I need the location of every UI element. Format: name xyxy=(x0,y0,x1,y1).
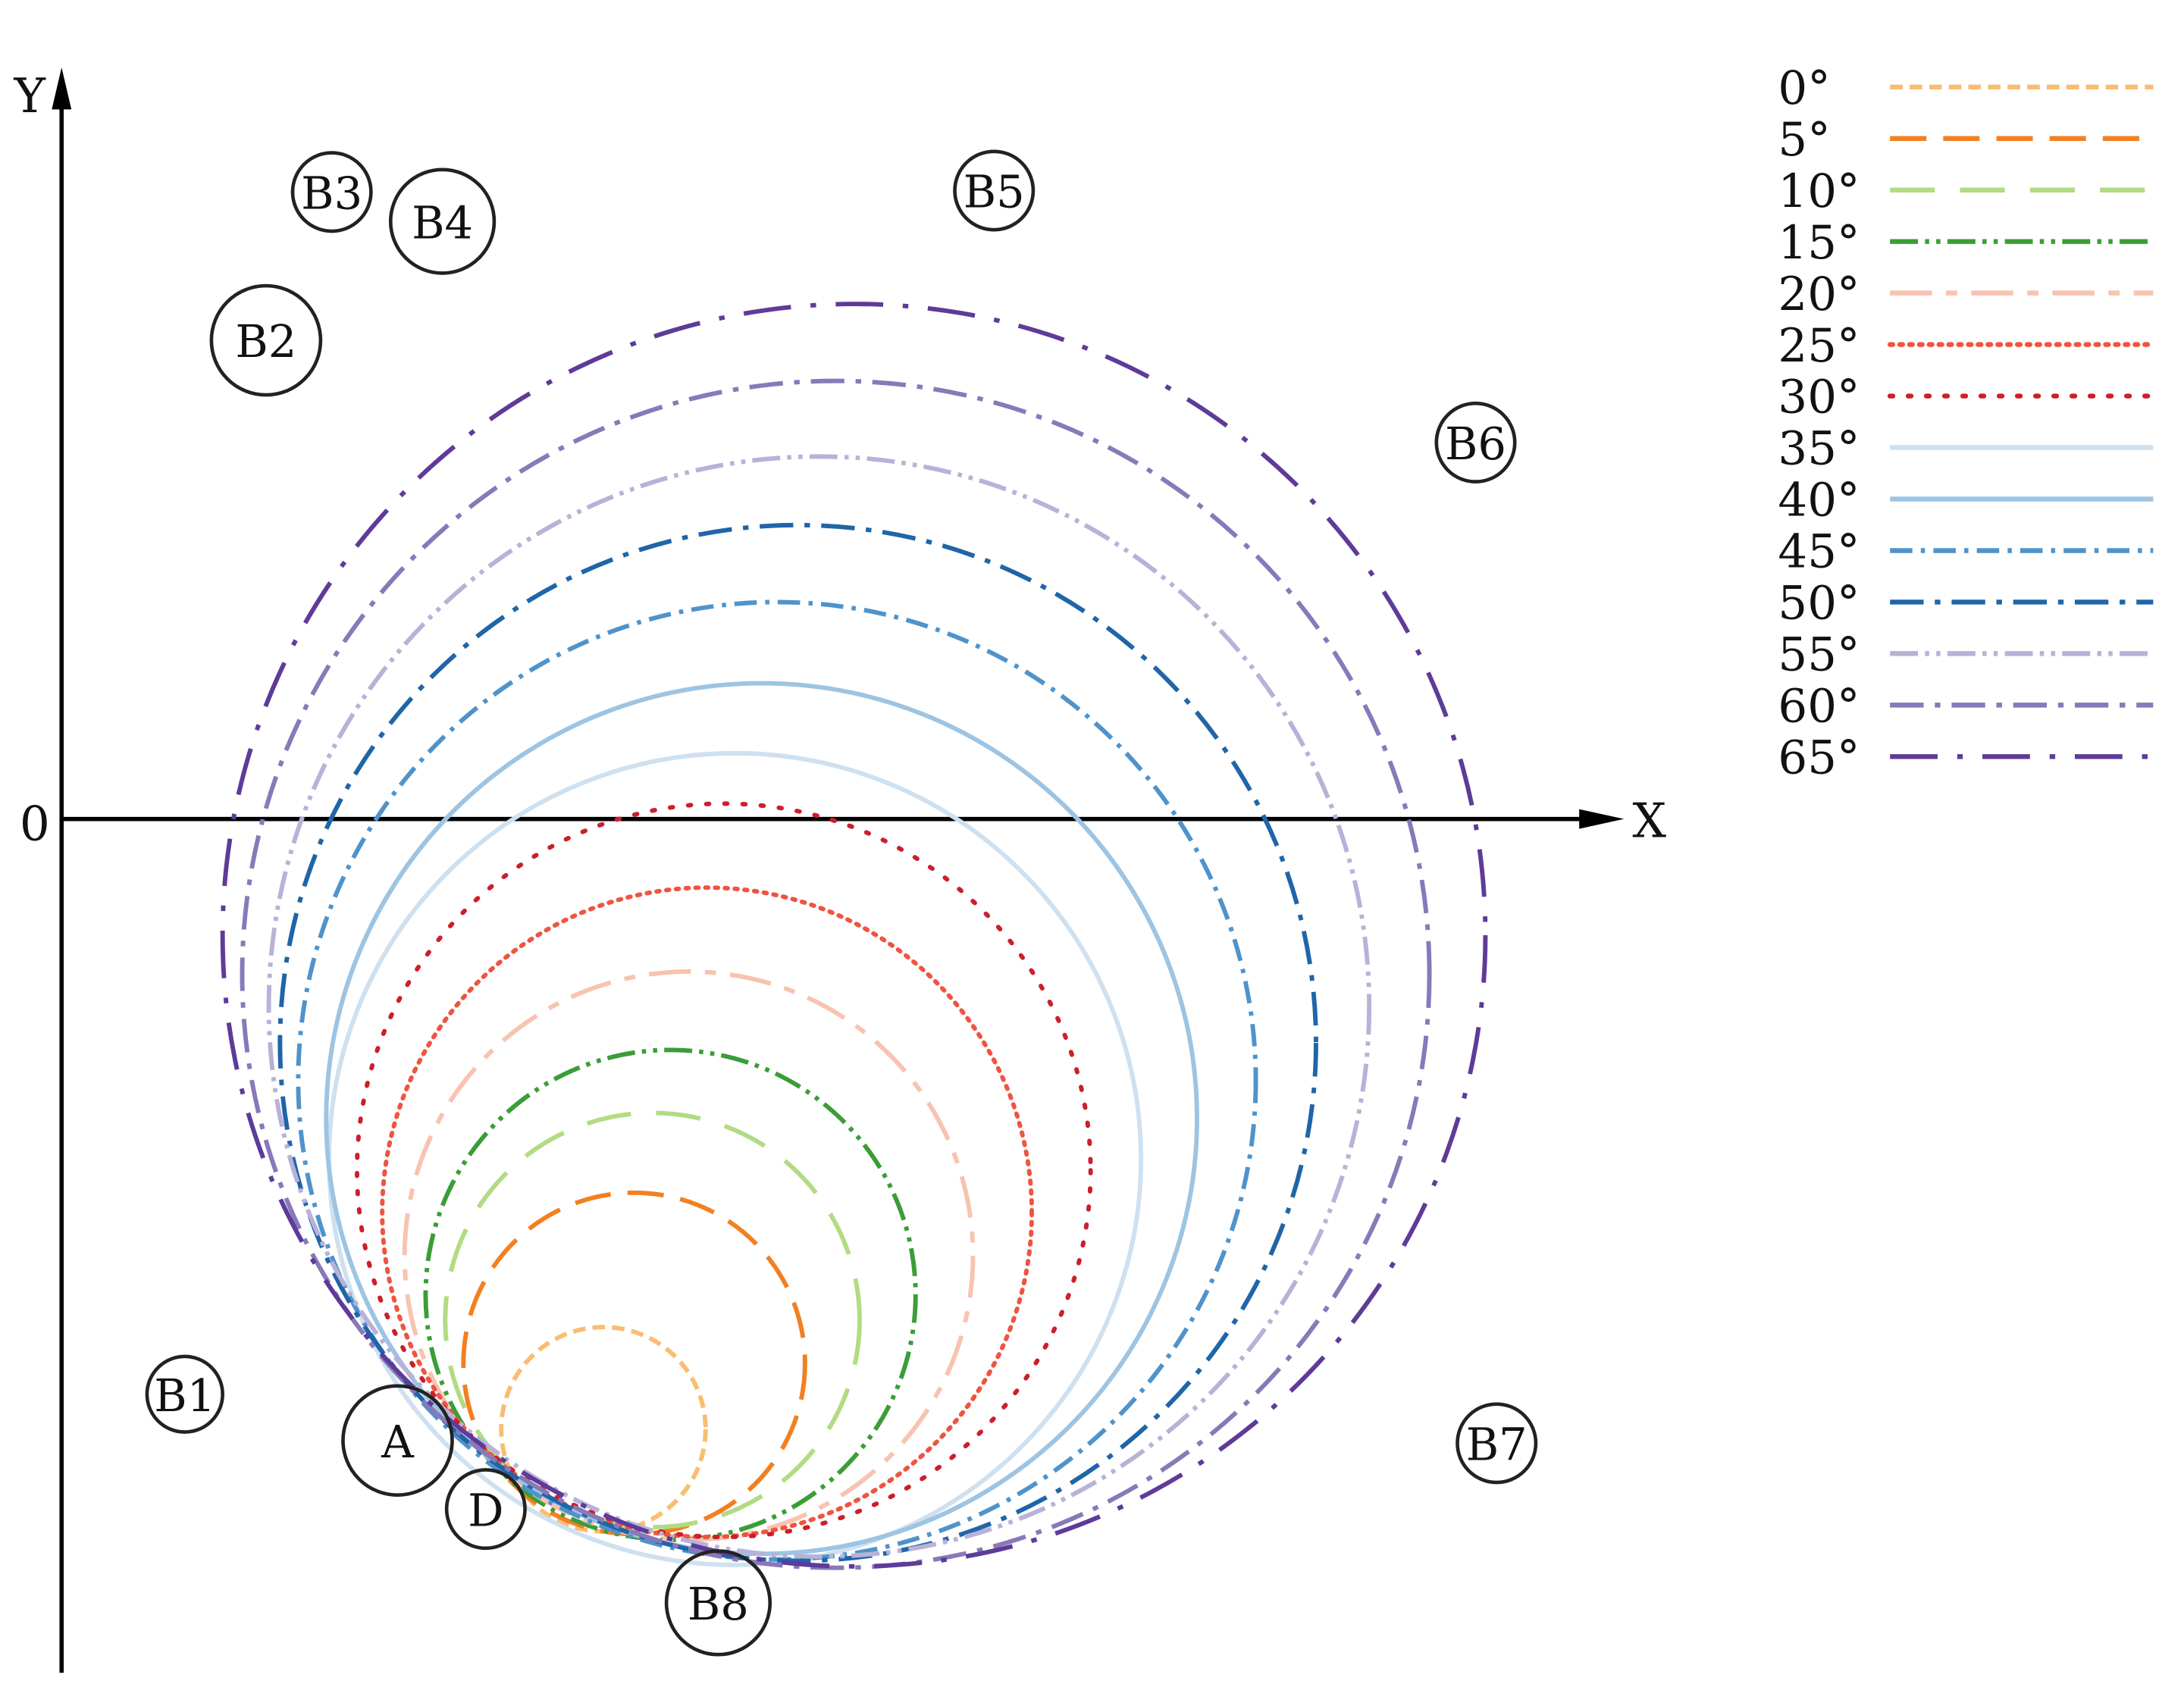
origin-label: 0 xyxy=(20,796,50,851)
point-b8-label: B8 xyxy=(688,1578,749,1630)
legend-label: 45° xyxy=(1778,525,1860,579)
legend-entry: 35° xyxy=(1778,422,2154,476)
circle-45-deg xyxy=(296,599,1258,1562)
legend-label: 50° xyxy=(1778,577,1860,631)
legend-label: 40° xyxy=(1778,474,1860,527)
point-a-label: A xyxy=(381,1416,415,1468)
legend-label: 30° xyxy=(1778,371,1860,424)
legend-label: 15° xyxy=(1778,216,1860,270)
point-b7-label: B7 xyxy=(1466,1419,1528,1471)
legend: 0°5°10°15°20°25°30°35°40°45°50°55°60°65° xyxy=(1778,61,2156,784)
point-a: A xyxy=(341,1384,454,1497)
legend-label: 65° xyxy=(1778,731,1860,784)
point-b5-label: B5 xyxy=(964,166,1025,218)
circle-50-deg xyxy=(277,522,1318,1563)
legend-entry: 45° xyxy=(1778,525,2154,579)
legend-entry: 50° xyxy=(1778,577,2154,631)
legend-entry: 15° xyxy=(1778,216,2154,270)
x-axis-arrowhead xyxy=(1579,809,1625,829)
legend-label: 25° xyxy=(1778,319,1860,373)
legend-entry: 20° xyxy=(1778,268,2154,321)
legend-label: 20° xyxy=(1778,268,1860,321)
legend-entry: 60° xyxy=(1778,680,2154,734)
point-d: D xyxy=(444,1468,527,1551)
circle-60-deg xyxy=(240,378,1432,1570)
legend-label: 60° xyxy=(1778,680,1860,734)
point-b8: B8 xyxy=(664,1549,772,1657)
point-b1: B1 xyxy=(145,1354,224,1434)
legend-entry: 40° xyxy=(1778,474,2154,527)
point-labels: B1 B2 B3 B4 B5 B6 B7 B8 xyxy=(145,149,1538,1657)
point-b7: B7 xyxy=(1455,1402,1538,1485)
circle-65-deg xyxy=(220,302,1488,1569)
circle-55-deg xyxy=(266,454,1372,1559)
y-axis-label: Y xyxy=(13,68,45,124)
point-b6-label: B6 xyxy=(1445,418,1506,470)
legend-entry: 25° xyxy=(1778,319,2156,373)
legend-entry: 30° xyxy=(1778,371,2156,424)
circle-family xyxy=(220,302,1488,1570)
legend-label: 0° xyxy=(1778,61,1830,115)
point-b5: B5 xyxy=(953,149,1036,232)
legend-label: 10° xyxy=(1778,164,1860,218)
legend-label: 5° xyxy=(1778,113,1830,167)
circle-10-deg xyxy=(443,1110,862,1530)
legend-entry: 0° xyxy=(1778,61,2154,115)
circle-15-deg xyxy=(423,1047,918,1542)
x-axis-label: X xyxy=(1632,793,1666,849)
legend-entry: 10° xyxy=(1778,164,2154,218)
point-b6: B6 xyxy=(1434,401,1517,484)
legend-entry: 55° xyxy=(1778,628,2154,682)
circle-30-deg xyxy=(354,801,1093,1540)
point-d-label: D xyxy=(468,1484,503,1536)
point-b3-label: B3 xyxy=(301,167,362,219)
legend-entry: 5° xyxy=(1778,113,2154,167)
legend-label: 35° xyxy=(1778,422,1860,476)
point-b2-label: B2 xyxy=(235,315,296,368)
point-b2: B2 xyxy=(209,283,323,397)
point-b4: B4 xyxy=(388,167,497,275)
point-b3: B3 xyxy=(290,151,373,233)
legend-label: 55° xyxy=(1778,628,1860,682)
point-b4-label: B4 xyxy=(412,196,473,249)
legend-entry: 65° xyxy=(1778,731,2154,784)
point-b1-label: B1 xyxy=(154,1369,215,1422)
y-axis-arrowhead xyxy=(52,67,72,110)
circle-25-deg xyxy=(380,885,1035,1540)
